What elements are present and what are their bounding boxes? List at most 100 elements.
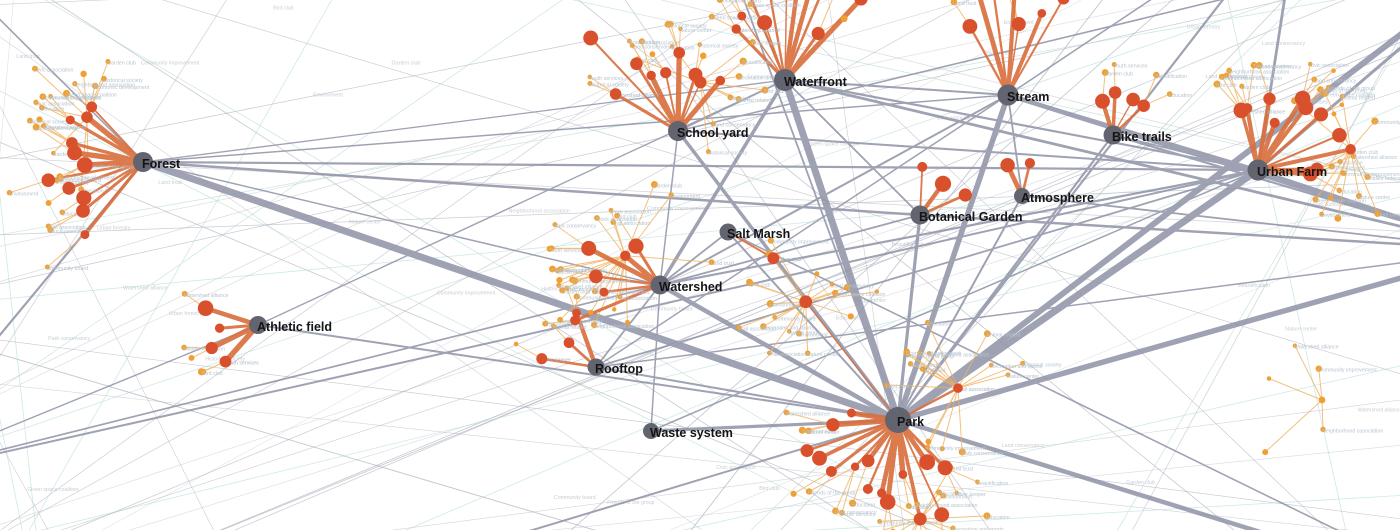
svg-text:Watershed alliance: Watershed alliance xyxy=(184,293,229,299)
svg-text:Land conservancy: Land conservancy xyxy=(1262,41,1305,47)
svg-text:Garden club: Garden club xyxy=(1126,480,1155,486)
svg-text:Education: Education xyxy=(908,505,932,511)
svg-text:Community board: Community board xyxy=(774,316,816,322)
svg-text:Wildlife federation: Wildlife federation xyxy=(1367,176,1400,182)
svg-text:Waterfront: Waterfront xyxy=(784,75,848,89)
svg-text:Watershed alliance: Watershed alliance xyxy=(785,412,830,418)
svg-text:Friends of the group: Friends of the group xyxy=(87,165,134,171)
svg-text:Nature center: Nature center xyxy=(679,28,711,34)
svg-text:Beautification: Beautification xyxy=(977,481,1009,487)
svg-text:Bike trails: Bike trails xyxy=(1112,130,1172,144)
svg-text:Urban Farm: Urban Farm xyxy=(1257,165,1327,179)
svg-text:Community improvement: Community improvement xyxy=(437,290,496,296)
svg-text:Land trust: Land trust xyxy=(886,384,910,390)
svg-text:Civic association: Civic association xyxy=(35,101,75,107)
svg-text:Green space coalition: Green space coalition xyxy=(27,487,78,493)
svg-text:Neighborhood association: Neighborhood association xyxy=(1322,428,1383,434)
svg-text:Animal related: Animal related xyxy=(553,325,587,331)
svg-text:Nature center: Nature center xyxy=(1007,374,1039,380)
svg-text:Historical society: Historical society xyxy=(707,151,747,157)
svg-text:Civic association: Civic association xyxy=(34,68,74,74)
svg-text:Stream: Stream xyxy=(1007,90,1049,104)
svg-text:Trail association: Trail association xyxy=(768,352,806,358)
svg-text:Nature center: Nature center xyxy=(807,352,839,358)
svg-text:Wildlife federation: Wildlife federation xyxy=(183,347,225,353)
svg-text:Land conservancy: Land conservancy xyxy=(1377,213,1400,219)
svg-text:Trail association: Trail association xyxy=(612,221,650,227)
svg-text:Education: Education xyxy=(836,316,860,322)
svg-text:Block association: Block association xyxy=(610,209,651,215)
svg-text:Community improvement: Community improvement xyxy=(927,446,986,452)
svg-text:Friends of the group: Friends of the group xyxy=(1327,86,1374,92)
svg-text:Park: Park xyxy=(897,415,924,429)
svg-text:Environment: Environment xyxy=(769,303,799,309)
svg-text:Education: Education xyxy=(41,107,65,113)
svg-text:Neighborhood association: Neighborhood association xyxy=(1221,76,1282,82)
svg-text:Watershed alliance: Watershed alliance xyxy=(1294,345,1339,351)
svg-text:Forest: Forest xyxy=(142,157,181,171)
svg-text:Athletic field: Athletic field xyxy=(257,320,332,334)
svg-text:Beautification: Beautification xyxy=(1155,74,1187,80)
svg-text:Community improvement: Community improvement xyxy=(1374,120,1400,126)
svg-text:Environment: Environment xyxy=(670,194,700,200)
svg-text:Neighborhood association: Neighborhood association xyxy=(593,324,654,330)
svg-text:Youth services: Youth services xyxy=(549,248,584,254)
svg-text:Garden club: Garden club xyxy=(1104,72,1133,78)
svg-text:Land conservancy: Land conservancy xyxy=(35,126,78,132)
svg-text:Land trust: Land trust xyxy=(953,1,977,7)
svg-text:Waste system: Waste system xyxy=(650,426,733,440)
svg-text:Garden club: Garden club xyxy=(392,61,421,67)
svg-text:Community board: Community board xyxy=(576,296,618,302)
svg-text:Land conservancy: Land conservancy xyxy=(1002,443,1045,449)
svg-text:Education: Education xyxy=(1169,93,1193,99)
svg-text:Community improvement: Community improvement xyxy=(1318,368,1377,374)
svg-text:Green space coalition: Green space coalition xyxy=(711,16,762,22)
svg-text:Land conservancy: Land conservancy xyxy=(1313,78,1356,84)
svg-text:Youth services: Youth services xyxy=(1113,64,1148,70)
svg-text:Historical society: Historical society xyxy=(103,78,143,84)
svg-text:Economic development: Economic development xyxy=(906,351,962,357)
svg-text:Land trust: Land trust xyxy=(950,466,974,472)
svg-text:Land trust: Land trust xyxy=(158,180,182,186)
svg-text:Nature center: Nature center xyxy=(910,363,942,369)
svg-text:Historical society: Historical society xyxy=(699,44,739,50)
svg-text:Bird club: Bird club xyxy=(202,371,223,377)
svg-text:Economic development: Economic development xyxy=(94,85,150,91)
svg-text:Community improvement: Community improvement xyxy=(42,96,101,102)
svg-text:Garden club: Garden club xyxy=(107,61,136,67)
svg-text:Economic development: Economic development xyxy=(59,176,115,182)
svg-text:Bird club: Bird club xyxy=(273,5,294,11)
svg-text:Environment: Environment xyxy=(1321,213,1351,219)
svg-text:Watershed alliance: Watershed alliance xyxy=(1358,408,1400,414)
svg-text:Botanical Garden: Botanical Garden xyxy=(919,210,1023,224)
svg-text:Neighborhood association: Neighborhood association xyxy=(1228,70,1289,76)
svg-text:Community board: Community board xyxy=(554,495,596,501)
svg-text:Friends of the group: Friends of the group xyxy=(808,491,855,497)
svg-text:Watershed alliance: Watershed alliance xyxy=(735,28,780,34)
svg-text:Civic association: Civic association xyxy=(1309,63,1349,69)
svg-text:Youth services: Youth services xyxy=(589,76,624,82)
svg-text:Urban forestry: Urban forestry xyxy=(169,311,203,317)
svg-text:Salt Marsh: Salt Marsh xyxy=(727,227,790,241)
svg-text:Land conservancy: Land conservancy xyxy=(831,283,874,289)
svg-text:Education: Education xyxy=(1339,161,1363,167)
svg-text:Green space coalition: Green space coalition xyxy=(834,292,885,298)
svg-text:Garden club: Garden club xyxy=(1241,85,1270,91)
svg-text:Park conservancy: Park conservancy xyxy=(554,224,596,230)
svg-text:Community board: Community board xyxy=(46,266,88,272)
svg-text:Bird club: Bird club xyxy=(750,283,771,289)
svg-text:Community board: Community board xyxy=(719,0,761,5)
svg-text:Education: Education xyxy=(927,321,951,327)
svg-text:Garden club: Garden club xyxy=(653,184,682,190)
svg-text:Beautification: Beautification xyxy=(742,60,774,66)
svg-text:River keeper: River keeper xyxy=(956,492,986,498)
svg-text:Trail association: Trail association xyxy=(619,296,657,302)
svg-text:Animal related: Animal related xyxy=(986,333,1020,339)
svg-text:Land conservancy: Land conservancy xyxy=(631,45,674,51)
svg-text:Watershed alliance: Watershed alliance xyxy=(1352,155,1397,161)
svg-text:Land trust: Land trust xyxy=(711,261,735,267)
svg-text:Education: Education xyxy=(852,502,876,508)
svg-text:Atmosphere: Atmosphere xyxy=(1021,191,1094,205)
svg-text:Environment: Environment xyxy=(9,192,39,198)
svg-text:Historical society: Historical society xyxy=(1022,362,1062,368)
